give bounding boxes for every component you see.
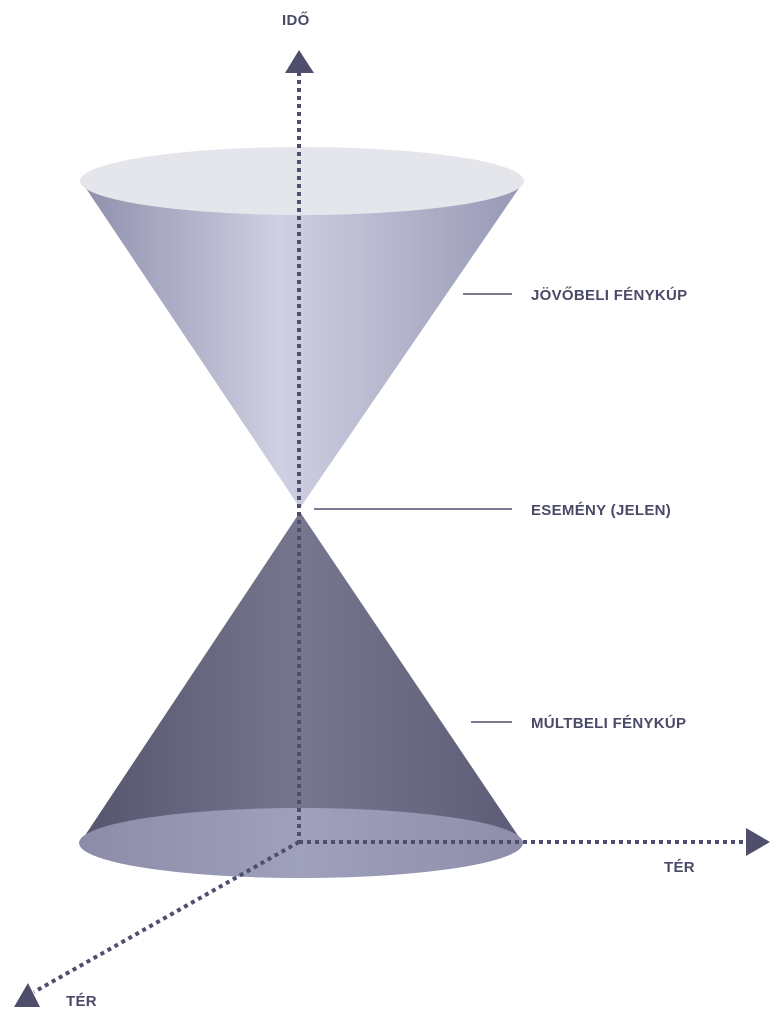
space-z-axis-arrow bbox=[14, 983, 40, 1007]
space-x-axis-label: TÉR bbox=[664, 859, 695, 876]
event-label: ESEMÉNY (JELEN) bbox=[531, 502, 671, 519]
future-cone-label: JÖVŐBELI FÉNYKÚP bbox=[531, 286, 688, 304]
future-light-cone bbox=[80, 147, 524, 508]
time-axis-label: IDŐ bbox=[282, 11, 310, 29]
axes bbox=[14, 50, 770, 1007]
future-cone-body bbox=[81, 181, 524, 508]
time-axis-arrow bbox=[285, 50, 314, 73]
future-cone-top-ellipse bbox=[80, 147, 524, 215]
space-z-axis-label: TÉR bbox=[66, 993, 97, 1009]
space-x-axis-arrow bbox=[746, 828, 770, 856]
leader-lines bbox=[314, 293, 512, 723]
labels: IDŐ JÖVŐBELI FÉNYKÚP ESEMÉNY (JELEN) MÚL… bbox=[66, 11, 695, 1009]
past-cone-label: MÚLTBELI FÉNYKÚP bbox=[531, 714, 686, 732]
past-light-cone bbox=[79, 512, 523, 878]
past-cone-body bbox=[80, 512, 523, 843]
space-z-axis bbox=[33, 840, 300, 994]
